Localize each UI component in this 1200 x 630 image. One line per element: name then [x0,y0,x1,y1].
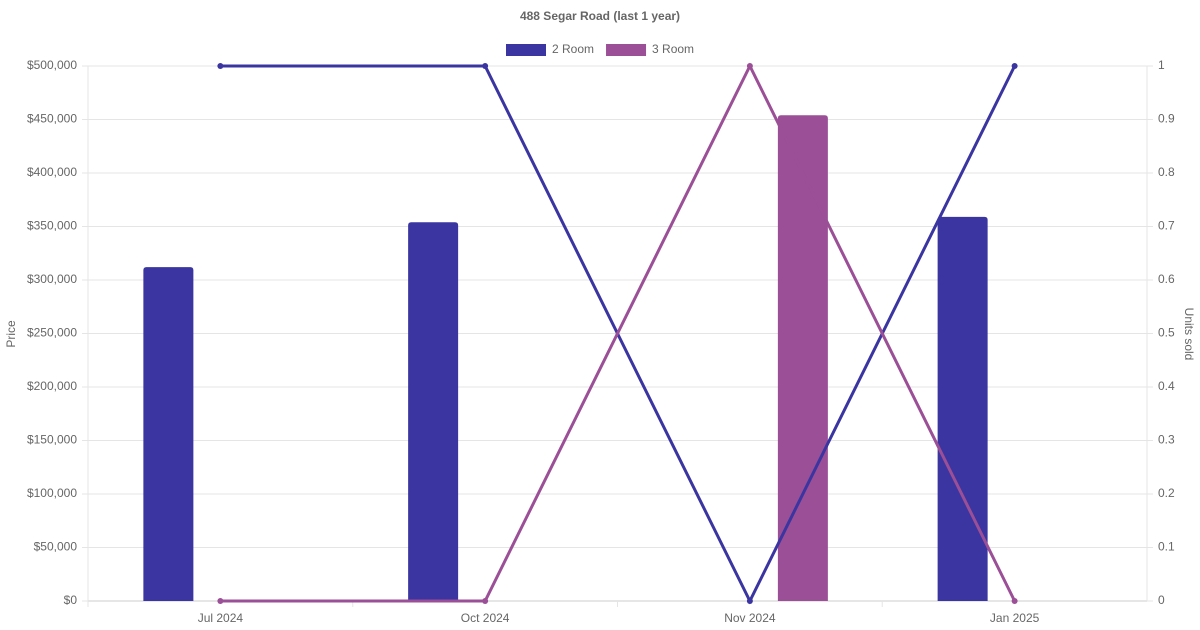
y2-tick-label: 0.9 [1158,112,1175,126]
y-axis-title: Price [4,320,18,348]
y2-tick-label: 0.3 [1158,433,1175,447]
legend-swatch [606,44,647,56]
y-tick-label: $250,000 [27,326,77,340]
units-point [217,598,224,604]
y2-tick-label: 0.5 [1158,326,1175,340]
units-point [482,598,489,604]
chart-title: 488 Segar Road (last 1 year) [520,9,680,23]
y-tick-label: $300,000 [27,272,77,286]
legend-label: 2 Room [552,42,594,56]
y-tick-label: $450,000 [27,112,77,126]
y2-tick-label: 0.2 [1158,486,1175,500]
bar [937,216,988,601]
y-tick-label: $400,000 [27,165,77,179]
legend-swatch [506,44,546,56]
y-tick-label: $150,000 [27,433,77,447]
x-tick-label: Jul 2024 [198,611,244,625]
x-tick-label: Oct 2024 [461,611,510,625]
units-line [220,62,1016,603]
x-tick-label: Jan 2025 [990,611,1040,625]
y-tick-label: $350,000 [27,219,77,233]
units-point [746,63,753,69]
units-point [1011,598,1018,604]
y-tick-label: $0 [64,593,78,607]
bar [408,222,459,601]
y2-tick-label: 0.1 [1158,540,1175,554]
y-tick-label: $500,000 [27,58,77,72]
y2-tick-label: 0.4 [1158,379,1175,393]
legend-label: 3 Room [652,42,694,56]
x-tick-label: Nov 2024 [724,611,776,625]
bar [777,115,828,601]
units-point [746,598,753,604]
units-point [217,63,224,69]
y2-tick-label: 0.8 [1158,165,1175,179]
y-tick-label: $100,000 [27,486,77,500]
y-tick-label: $200,000 [27,379,77,393]
units-point [1011,63,1018,69]
y2-tick-label: 0.6 [1158,272,1175,286]
bar [143,267,194,601]
y2-tick-label: 1 [1158,58,1165,72]
y2-tick-label: 0 [1158,593,1165,607]
y-tick-label: $50,000 [34,540,78,554]
y2-axis-title: Units sold [1182,308,1196,361]
y2-tick-label: 0.7 [1158,219,1175,233]
units-point [482,63,489,69]
